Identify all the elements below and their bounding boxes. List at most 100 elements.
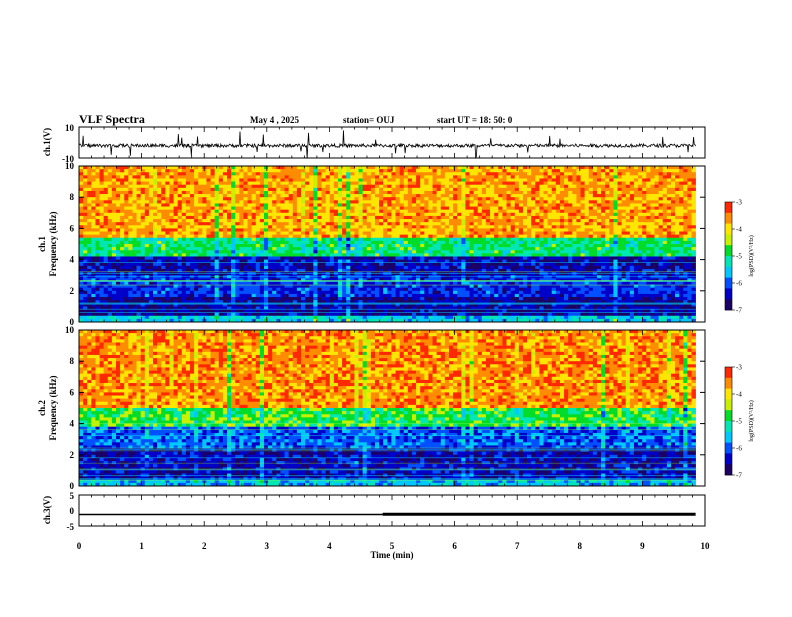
spectrogram-cell (691, 197, 696, 201)
spectrogram-cell (235, 197, 240, 201)
spectrogram-cell (243, 219, 248, 223)
spectrogram-cell (107, 215, 113, 220)
spectrogram-cell (111, 259, 117, 264)
spectrogram-cell (288, 240, 294, 245)
spectrogram-cell (613, 197, 618, 201)
spectrogram-cell (420, 212, 425, 217)
spectrogram-cell (292, 181, 298, 186)
spectrogram-cell (337, 166, 343, 170)
spectrogram-cell (399, 225, 405, 229)
spectrogram-cell (654, 212, 659, 217)
spectrogram-cell (498, 234, 503, 239)
spectrogram-cell (366, 250, 372, 254)
spectrogram-cell (222, 225, 228, 229)
spectrogram-cell (292, 225, 298, 229)
spectrogram-cell (477, 209, 483, 214)
spectrogram-cell (321, 172, 326, 176)
spectrogram-cell (514, 203, 520, 207)
spectrogram-cell (522, 231, 528, 235)
spectrogram-cell (436, 209, 442, 214)
spectrogram-cell (132, 178, 137, 182)
spectrogram-cell (235, 231, 240, 235)
spectrogram-cell (161, 212, 166, 217)
spectrogram-cell (259, 212, 265, 217)
spectrogram-cell (259, 209, 265, 214)
spectrogram-cell (543, 225, 548, 229)
spectrogram-cell (152, 212, 158, 217)
spectrogram-cell (613, 175, 618, 179)
spectrogram-cell (654, 259, 659, 264)
spectrogram-cell (370, 247, 376, 251)
spectrogram-cell (235, 194, 240, 198)
spectrogram-cell (198, 203, 203, 207)
spectrogram-cell (169, 200, 174, 204)
spectrogram-cell (259, 181, 265, 186)
spectrogram-cell (128, 231, 133, 235)
spectrogram-cell (506, 225, 511, 229)
spectrogram-cell (116, 253, 121, 257)
spectrogram-cell (358, 175, 363, 179)
spectrogram-cell (658, 203, 664, 207)
spectrogram-cell (399, 190, 405, 195)
spectrogram-cell (350, 265, 355, 270)
spectrogram-cell (502, 181, 507, 186)
spectrogram-cell (395, 190, 400, 195)
spectrogram-cell (576, 234, 581, 239)
spectrogram-cell (395, 265, 400, 270)
spectrogram-cell (457, 228, 462, 232)
spectrogram-cell (588, 197, 594, 201)
spectrogram-cell (642, 172, 647, 176)
spectrogram-cell (202, 225, 207, 229)
spectrogram-cell (337, 228, 343, 232)
spectrogram-cell (453, 219, 458, 223)
spectrogram-cell (461, 166, 466, 170)
spectrogram-cell (231, 237, 236, 242)
spectrogram-cell (658, 247, 664, 251)
spectrogram-cell (194, 212, 199, 217)
spectrogram-cell (411, 212, 417, 217)
spectrogram-cell (124, 262, 129, 267)
spectrogram-cell (214, 240, 220, 245)
spectrogram-cell (342, 222, 347, 226)
spectrogram-cell (407, 197, 413, 201)
spectrogram-cell (165, 175, 170, 179)
spectrogram-cell (547, 219, 553, 223)
spectrogram-cell (272, 194, 277, 198)
spectrogram-cell (239, 234, 244, 239)
spectrogram-cell (411, 184, 417, 189)
spectrogram-cell (642, 175, 647, 179)
spectrogram-cell (588, 172, 594, 176)
spectrogram-cell (448, 228, 454, 232)
spectrogram-cell (292, 231, 298, 235)
spectrogram-cell (383, 184, 388, 189)
spectrogram-cell (231, 219, 236, 223)
spectrogram-cell (329, 256, 335, 260)
spectrogram-cell (646, 240, 651, 245)
spectrogram-cell (543, 172, 548, 176)
spectrogram-cell (194, 250, 199, 254)
spectrogram-cell (543, 240, 548, 245)
spectrogram-cell (181, 194, 187, 198)
spectrogram-cell (461, 212, 466, 217)
spectrogram-cell (317, 178, 322, 182)
spectrogram-cell (580, 197, 585, 201)
spectrogram-cell (588, 228, 594, 232)
spectrogram-cell (95, 184, 100, 189)
spectrogram-cell (403, 212, 409, 217)
spectrogram-cell (136, 240, 141, 245)
spectrogram-cell (601, 184, 606, 189)
spectrogram-cell (494, 228, 499, 232)
spectrogram-cell (514, 250, 520, 254)
spectrogram-cell (309, 200, 314, 204)
spectrogram-cell (646, 194, 651, 198)
spectrogram-cell (646, 169, 651, 173)
spectrogram-cell (490, 259, 495, 264)
spectrogram-cell (189, 237, 195, 242)
spectrogram-cell (272, 231, 277, 235)
spectrogram-cell (342, 256, 347, 260)
spectrogram-cell (333, 169, 339, 173)
spectrogram-cell (481, 209, 487, 214)
spectrogram-cell (498, 262, 503, 267)
spectrogram-cell (288, 247, 294, 251)
spectrogram-cell (79, 166, 84, 170)
